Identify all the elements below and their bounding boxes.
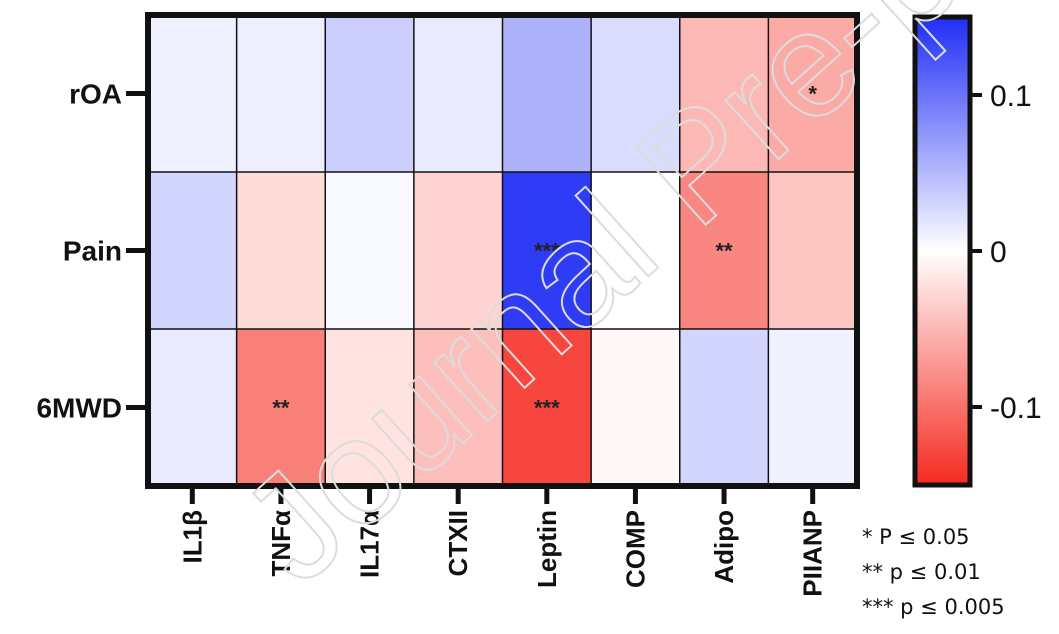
heatmap-cell <box>768 172 857 329</box>
x-tick-label: COMP <box>620 510 650 588</box>
significance-marker: ** <box>272 396 290 421</box>
y-axis: rOA Pain 6MWD <box>36 79 145 424</box>
heatmap-cell <box>591 172 680 329</box>
heatmap-cell <box>679 172 769 329</box>
heatmap-cell <box>325 15 414 172</box>
heatmap-cell <box>591 15 680 172</box>
significance-marker: * <box>808 82 817 107</box>
y-tick-label: 6MWD <box>36 393 122 424</box>
significance-marker: *** <box>534 396 560 421</box>
heatmap-cell <box>325 172 414 329</box>
heatmap-cell <box>502 15 592 172</box>
heatmap-cell <box>768 15 857 172</box>
heatmap-cell <box>413 329 503 486</box>
heatmap-cell <box>502 329 592 486</box>
heatmap-cell <box>325 329 414 486</box>
plot-frame <box>145 12 860 489</box>
heatmap-cell <box>236 172 326 329</box>
significance-legend: * P ≤ 0.05 ** p ≤ 0.01 *** p ≤ 0.005 <box>862 525 1005 619</box>
heatmap-cell <box>236 329 326 486</box>
x-tick-label: CTXII <box>443 510 473 576</box>
significance-note: * P ≤ 0.05 <box>862 525 970 549</box>
heatmap-gridlines <box>145 12 860 489</box>
x-tick-label: PIIANP <box>798 510 828 597</box>
heatmap-cell <box>148 15 237 172</box>
x-tick-label: IL1β <box>177 510 207 563</box>
colorbar-tick-label: 0 <box>990 236 1007 269</box>
significance-note: *** p ≤ 0.005 <box>862 595 1005 619</box>
heatmap-cell <box>413 172 503 329</box>
heatmap-cell <box>148 329 237 486</box>
colorbar-gradient <box>912 14 973 488</box>
heatmap-cell <box>768 329 857 486</box>
colorbar-tick-label: -0.1 <box>990 392 1042 425</box>
x-tick-label: Adipo <box>709 510 739 584</box>
heatmap-cell <box>148 172 237 329</box>
y-tick-label: rOA <box>69 79 122 110</box>
significance-marker: ** <box>716 239 734 264</box>
significance-markers: **** **** *** <box>272 82 817 421</box>
heatmap-cell <box>236 15 326 172</box>
x-tick-label: IL17α <box>355 510 385 578</box>
colorbar-tick-label: 0.1 <box>990 80 1032 113</box>
significance-marker: *** <box>534 239 560 264</box>
significance-note: ** p ≤ 0.01 <box>862 560 981 584</box>
x-tick-label: TNFα <box>266 510 296 577</box>
y-tick-label: Pain <box>63 236 122 267</box>
x-tick-label: Leptin <box>532 510 562 588</box>
colorbar: 0.1 0 -0.1 <box>912 14 1042 488</box>
heatmap-cell <box>591 329 680 486</box>
x-axis: IL1β TNFα IL17α CTXII Leptin COMP Adipo PIIANP <box>177 489 828 597</box>
heatmap-cell <box>679 15 769 172</box>
heatmap-cell <box>413 15 503 172</box>
heatmap-cells <box>148 15 857 486</box>
heatmap-cell <box>502 172 592 329</box>
heatmap-cell <box>679 329 769 486</box>
